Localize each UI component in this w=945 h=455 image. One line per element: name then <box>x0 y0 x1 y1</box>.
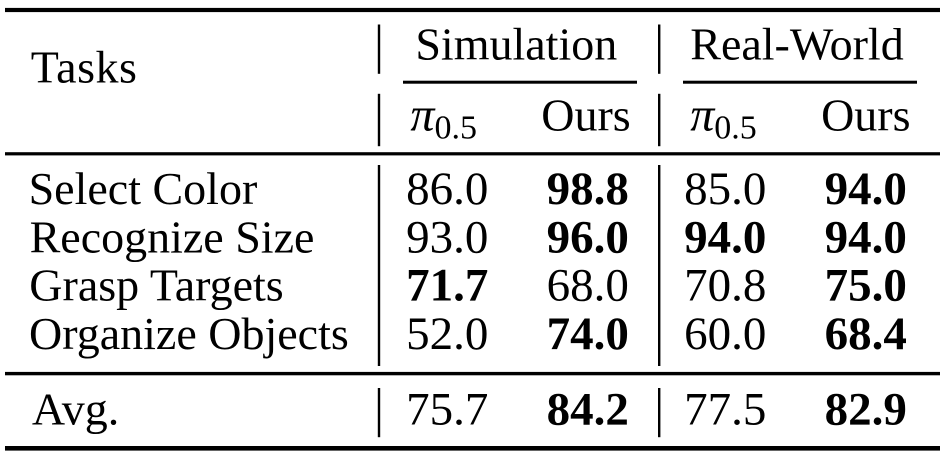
svg-text:π0.5: π0.5 <box>410 89 477 147</box>
svg-text:Real-World: Real-World <box>690 19 903 70</box>
svg-text:96.0: 96.0 <box>547 211 629 263</box>
svg-text:70.8: 70.8 <box>684 260 766 312</box>
svg-text:94.0: 94.0 <box>825 163 907 215</box>
svg-text:75.7: 75.7 <box>406 384 488 436</box>
svg-text:Select Color: Select Color <box>29 163 258 214</box>
svg-text:85.0: 85.0 <box>684 163 766 215</box>
svg-text:94.0: 94.0 <box>825 211 907 263</box>
svg-text:84.2: 84.2 <box>547 384 629 436</box>
svg-text:94.0: 94.0 <box>684 211 766 263</box>
svg-text:52.0: 52.0 <box>406 308 488 360</box>
svg-text:82.9: 82.9 <box>825 384 907 436</box>
svg-text:75.0: 75.0 <box>825 260 907 312</box>
svg-text:Ours: Ours <box>541 90 630 141</box>
svg-text:86.0: 86.0 <box>406 163 488 215</box>
svg-text:Simulation: Simulation <box>415 19 617 70</box>
svg-text:Ours: Ours <box>821 90 910 141</box>
svg-text:Tasks: Tasks <box>31 42 138 93</box>
svg-text:77.5: 77.5 <box>684 384 766 436</box>
svg-text:Grasp Targets: Grasp Targets <box>29 260 283 311</box>
svg-text:71.7: 71.7 <box>406 260 488 312</box>
svg-text:68.4: 68.4 <box>825 308 907 360</box>
svg-text:68.0: 68.0 <box>547 260 629 312</box>
svg-text:Recognize Size: Recognize Size <box>30 211 315 262</box>
svg-text:π0.5: π0.5 <box>690 89 757 147</box>
svg-text:93.0: 93.0 <box>406 211 488 263</box>
svg-text:Avg.: Avg. <box>32 384 119 435</box>
svg-text:98.8: 98.8 <box>547 163 629 215</box>
svg-text:60.0: 60.0 <box>684 308 766 360</box>
svg-text:74.0: 74.0 <box>547 308 629 360</box>
svg-text:Organize Objects: Organize Objects <box>29 308 349 359</box>
